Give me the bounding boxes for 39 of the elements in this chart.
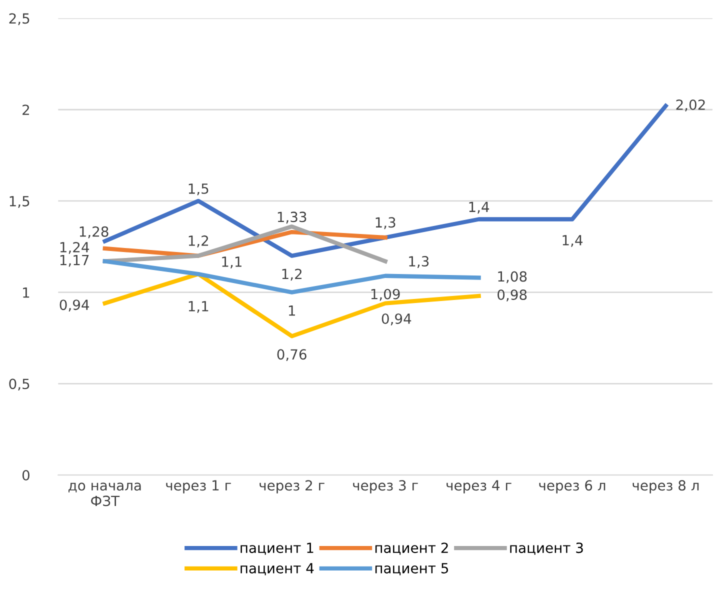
data-label: 1,17 [60, 254, 89, 267]
data-label: 1,1 [188, 301, 208, 313]
x-tick-label: через 1 г [166, 480, 231, 494]
data-label: 1 [288, 305, 295, 316]
data-label: 1,3 [409, 256, 429, 268]
x-tick-label: через 2 г [260, 480, 324, 494]
data-label: 1,33 [278, 212, 306, 224]
x-tick-label: до начала ФЗТ [68, 482, 141, 506]
data-label: 1,5 [188, 184, 208, 196]
y-tick-label: 0 [22, 470, 30, 480]
data-label: 0,94 [382, 313, 412, 326]
data-label: 0,98 [498, 290, 527, 302]
x-tick-label: через 4 г [446, 480, 512, 494]
legend-label: пациент 4 [240, 563, 314, 576]
legend-label: пациент 3 [510, 542, 583, 555]
data-label: 1,3 [376, 217, 396, 230]
y-tick-label: 1 [23, 287, 30, 298]
x-tick-label: через 6 л [539, 480, 606, 494]
data-label: 1,1 [222, 256, 242, 268]
y-tick-label: 0,5 [9, 378, 30, 391]
data-label: 1,4 [469, 202, 490, 214]
data-label: 1,2 [282, 268, 302, 281]
y-tick-label: 2,5 [9, 13, 30, 26]
x-tick-label: через 8 л [632, 480, 699, 494]
data-label: 1,09 [371, 288, 400, 301]
data-label: 2,02 [676, 99, 705, 112]
y-tick-label: 2 [22, 104, 29, 115]
data-label: 1,08 [498, 271, 527, 284]
data-label: 1,2 [188, 235, 208, 248]
legend-label: пациент 2 [375, 542, 448, 555]
data-label: 1,24 [60, 242, 90, 254]
x-tick-label: через 3 г [353, 480, 418, 494]
data-label: 1,4 [562, 235, 583, 247]
y-tick-label: 1,5 [10, 196, 30, 208]
data-label: 0,76 [277, 349, 306, 362]
legend-label: пациент 1 [240, 542, 314, 555]
legend-label: пациент 5 [375, 563, 448, 576]
data-label: 1,28 [80, 226, 108, 238]
data-label: 0,94 [60, 300, 90, 312]
